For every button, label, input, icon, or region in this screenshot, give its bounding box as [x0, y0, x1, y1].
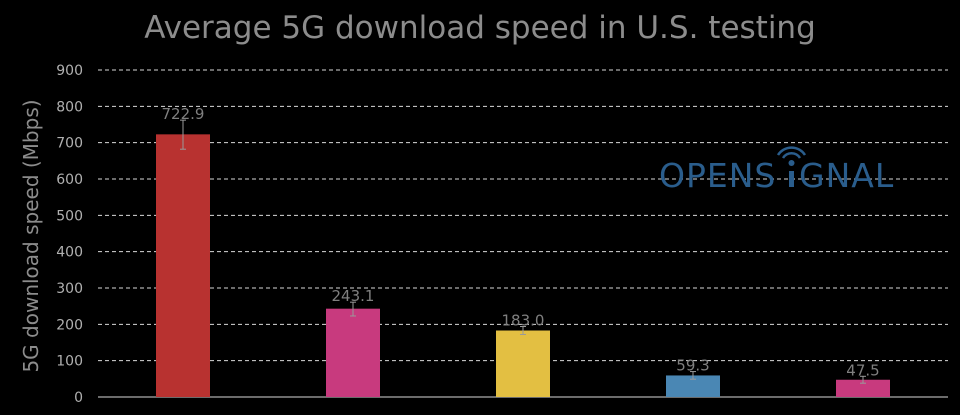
data-labels: 722.9 243.1 183.0 59.3 47.5 [162, 105, 880, 379]
y-tick-label: 0 [74, 390, 83, 406]
y-tick-label: 800 [56, 99, 83, 115]
bars [156, 134, 890, 398]
bar [836, 379, 890, 397]
y-tick-label: 100 [56, 354, 83, 370]
y-tick-label: 200 [56, 317, 83, 333]
opensignal-logo: OPENS GNAL [659, 146, 894, 195]
y-tick-labels: 0 100 200 300 400 500 600 700 800 900 [56, 63, 83, 406]
data-label: 243.1 [332, 287, 375, 305]
chart-title: Average 5G download speed in U.S. testin… [144, 10, 816, 46]
data-label: 47.5 [846, 361, 879, 379]
y-tick-label: 400 [56, 245, 83, 261]
data-label: 59.3 [676, 357, 709, 375]
logo-text-right: GNAL [799, 156, 894, 195]
data-label: 722.9 [162, 105, 205, 123]
y-axis-label: 5G download speed (Mbps) [19, 99, 43, 372]
y-tick-label: 700 [56, 136, 83, 152]
bar [326, 308, 380, 397]
wifi-signal-icon [776, 146, 807, 187]
bar [496, 330, 550, 397]
y-tick-label: 300 [56, 281, 83, 297]
bar [666, 375, 720, 397]
grid-lines [98, 69, 948, 398]
bar [156, 134, 210, 398]
y-tick-label: 600 [56, 172, 83, 188]
y-tick-label: 900 [56, 63, 83, 79]
logo-text-left: OPENS [659, 156, 776, 195]
y-tick-label: 500 [56, 208, 83, 224]
error-bars [180, 119, 866, 384]
data-label: 183.0 [502, 312, 545, 330]
